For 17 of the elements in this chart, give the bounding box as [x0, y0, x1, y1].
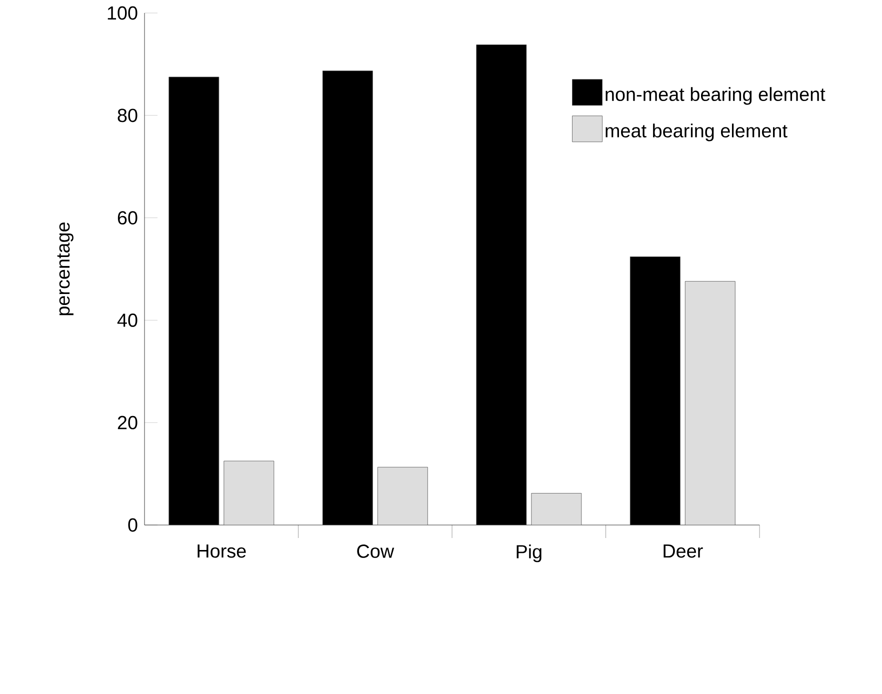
bar — [377, 466, 428, 526]
x-tick-label: Pig — [516, 544, 542, 562]
y-tick-label: 80 — [118, 108, 138, 122]
legend-label: meat bearing element — [606, 124, 788, 142]
bar — [684, 281, 736, 526]
y-tick-label: 100 — [108, 6, 138, 20]
bar — [531, 493, 582, 526]
x-tick-label: Cow — [357, 544, 394, 558]
x-tick-label: Horse — [198, 544, 246, 558]
bar — [224, 460, 274, 526]
y-tick-label: 0 — [128, 518, 138, 532]
y-tick-label: 20 — [118, 416, 138, 430]
legend-label: non-meat bearing element — [606, 87, 826, 105]
y-axis-title: percentage — [57, 222, 74, 316]
y-tick-label: 60 — [118, 211, 138, 225]
y-tick-label: 40 — [117, 314, 138, 327]
x-tick-label: Deer — [664, 544, 703, 558]
